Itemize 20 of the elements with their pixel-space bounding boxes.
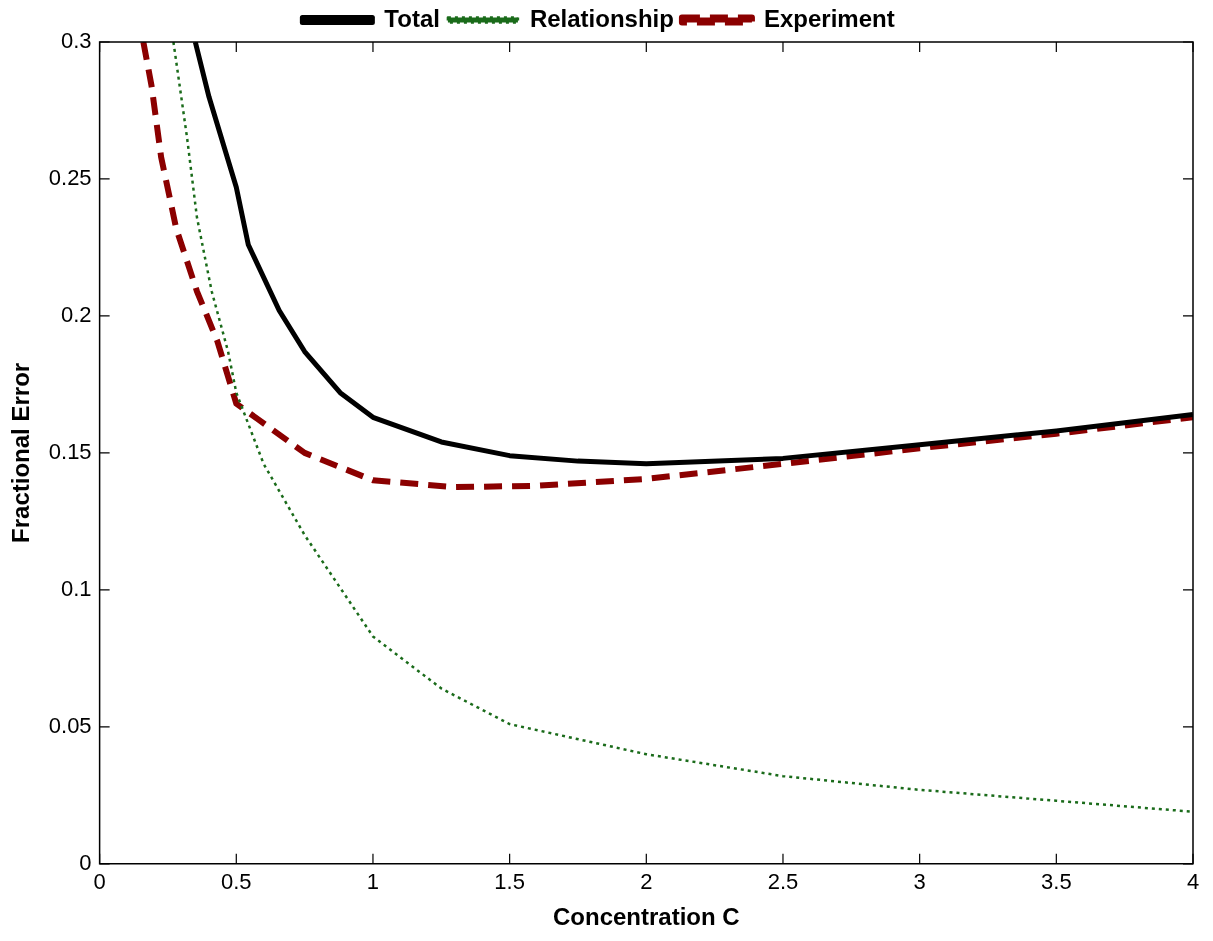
y-tick-label: 0.1 (61, 575, 92, 601)
x-tick-label: 4 (1186, 869, 1200, 895)
x-tick-label: 1.5 (494, 869, 525, 895)
legend-label: Relationship (529, 4, 674, 32)
legend-label: Experiment (763, 4, 895, 32)
x-tick-label: 0.5 (220, 869, 252, 895)
x-tick-label: 2 (640, 869, 653, 895)
y-tick-label: 0.25 (48, 165, 92, 191)
y-tick-label: 0.2 (61, 302, 92, 327)
x-tick-label: 2.5 (767, 869, 799, 895)
x-tick-label: 1 (366, 869, 380, 895)
y-tick-label: 0.05 (48, 712, 92, 738)
x-tick-label: 3 (913, 869, 926, 895)
legend-label: Total (384, 4, 440, 32)
x-axis-title: Concentration C (552, 903, 740, 931)
y-tick-label: 0.3 (61, 28, 92, 54)
y-tick-label: 0.15 (48, 438, 92, 464)
x-tick-label: 3.5 (1041, 869, 1072, 895)
y-tick-label: 0 (79, 849, 92, 875)
y-axis-title: Fractional Error (7, 362, 35, 543)
